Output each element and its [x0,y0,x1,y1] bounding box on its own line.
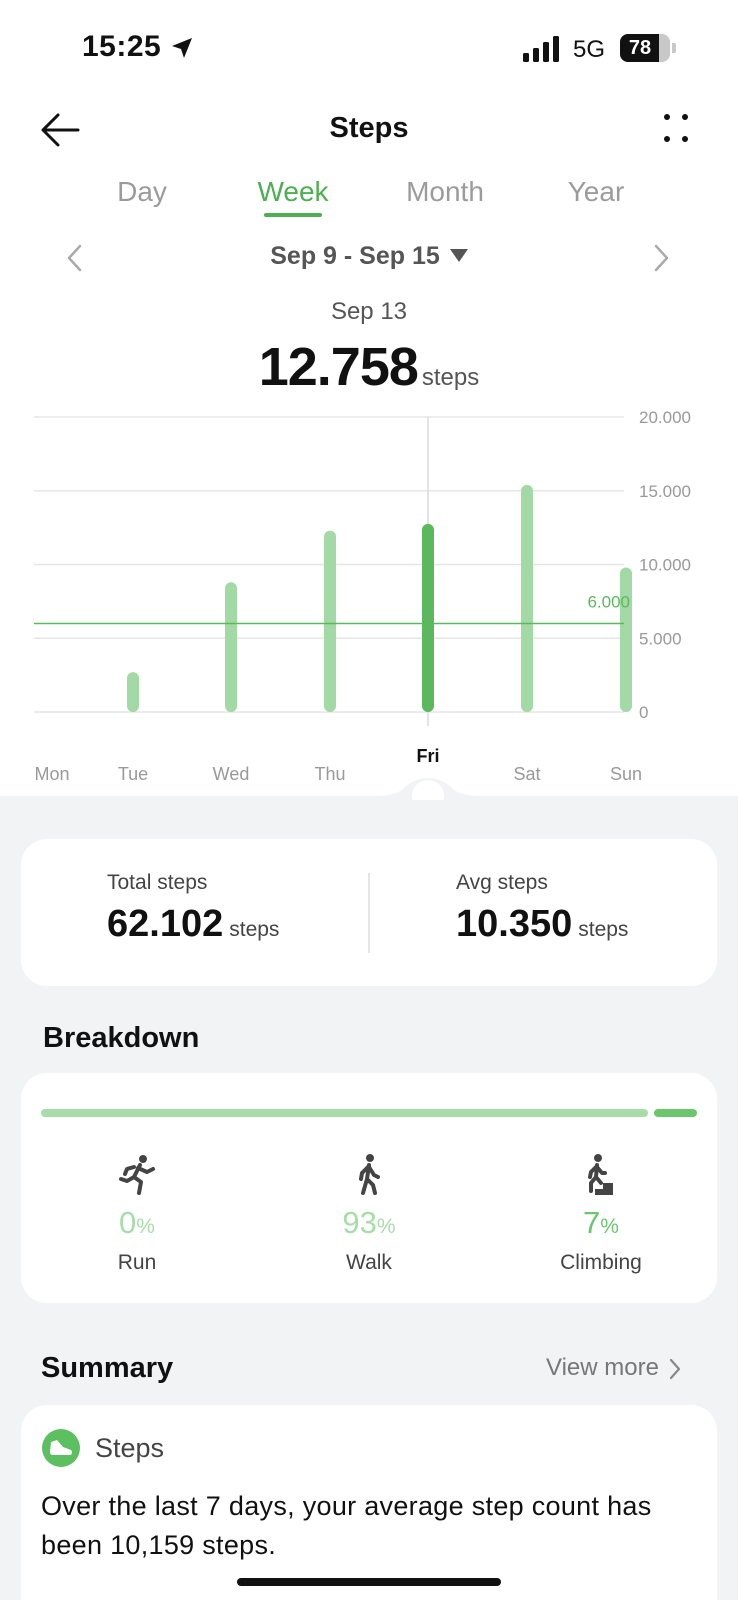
x-tick-label: Fri [416,746,439,766]
signal-icon [523,36,559,62]
run-percent-sign: % [136,1215,155,1238]
summary-title: Summary [41,1352,174,1384]
battery-icon: 78 [620,34,676,62]
tab-active-indicator [264,213,322,217]
y-tick-label: 5.000 [639,629,682,648]
view-more-label: View more [546,1354,659,1381]
x-tick-label: Sun [610,764,642,784]
climbing-percent: 7 [583,1205,601,1240]
x-tick-label: Thu [314,764,345,784]
bar-thu [324,530,336,712]
selected-steps-unit: steps [421,364,480,391]
walk-percent: 93 [342,1205,377,1240]
y-tick-label: 0 [639,703,648,722]
divider [368,873,370,953]
summary-card[interactable]: Steps Over the last 7 days, your average… [21,1405,717,1600]
y-tick-label: 20.000 [639,408,691,427]
selected-date: Sep 13 [330,298,408,325]
date-range-selector[interactable]: Sep 9 - Sep 15 [0,242,738,271]
bar-tue [127,672,139,712]
home-indicator[interactable] [237,1578,501,1586]
breakdown-card: 0% Run 93% Walk 7% Climbing [21,1073,717,1303]
walk-percent-sign: % [376,1215,396,1238]
bar-fri [422,523,434,712]
x-tick-label: Wed [213,764,250,784]
tab-month[interactable]: Month [406,176,484,207]
y-tick-label: 10.000 [639,556,691,575]
shoe-icon [42,1429,80,1467]
selection-knob [412,780,444,800]
location-arrow-icon [172,38,192,58]
bar-sat [521,484,533,712]
avg-steps-value: 10.350 steps [456,903,628,946]
avg-steps-unit: steps [578,918,629,941]
total-steps-unit: steps [229,918,280,941]
bar-sun [620,567,632,712]
chevron-right-icon [669,1358,681,1379]
page-title: Steps [329,112,409,144]
tab-year[interactable]: Year [567,176,625,207]
run-percent: 0 [119,1205,137,1240]
x-tick-label: Mon [34,764,69,784]
climbing-icon [588,1154,613,1195]
breakdown-segment-climbing [654,1109,697,1117]
breakdown-bar [41,1109,697,1117]
tab-week[interactable]: Week [257,176,329,207]
avg-steps-label: Avg steps [456,871,548,894]
previous-week-chevron-icon[interactable] [60,240,90,276]
y-tick-label: 15.000 [639,482,691,501]
caret-down-icon [449,248,468,262]
walk-icon [359,1154,380,1195]
more-options-icon[interactable] [654,108,698,152]
goal-label: 6.000 [587,593,630,612]
next-week-chevron-icon[interactable] [646,240,676,276]
back-arrow-icon[interactable] [36,106,84,154]
view-more-link[interactable]: View more [546,1354,683,1382]
selected-steps-value: 12.758 [258,337,419,397]
breakdown-title: Breakdown [43,1022,200,1054]
run-label: Run [117,1251,157,1274]
x-tick-label: Sat [513,764,540,784]
climbing-percent-sign: % [600,1215,619,1238]
breakdown-segment-walk [41,1109,649,1117]
climbing-label: Climbing [560,1251,642,1274]
date-range-label: Sep 9 - Sep 15 [270,242,440,270]
network-type: 5G [573,36,606,63]
summary-text: Over the last 7 days, your average step … [41,1491,652,1560]
breakdown-walk: 93% Walk [269,1153,469,1275]
breakdown-climbing: 7% Climbing [501,1153,701,1275]
summary-card-title: Steps [95,1433,165,1463]
bar-wed [225,582,237,712]
x-tick-label: Tue [118,764,148,784]
total-steps-label: Total steps [107,871,208,894]
battery-level: 78 [628,37,652,59]
status-time: 15:25 [82,30,162,63]
chart-background [0,400,738,796]
totals-card: Total steps 62.102 steps Avg steps 10.350… [21,839,717,986]
total-steps-value: 62.102 steps [107,903,279,946]
run-icon [119,1155,155,1195]
steps-bar-chart[interactable]: 0 5.000 10.000 15.000 20.000 6.000 Mon Tue Wed Th… [0,400,738,800]
walk-label: Walk [346,1251,392,1274]
avg-steps-number: 10.350 [456,903,573,945]
selected-steps: 12.758 steps [0,336,738,398]
tab-day[interactable]: Day [117,176,167,207]
total-steps-number: 62.102 [107,903,224,945]
breakdown-run: 0% Run [37,1153,237,1275]
